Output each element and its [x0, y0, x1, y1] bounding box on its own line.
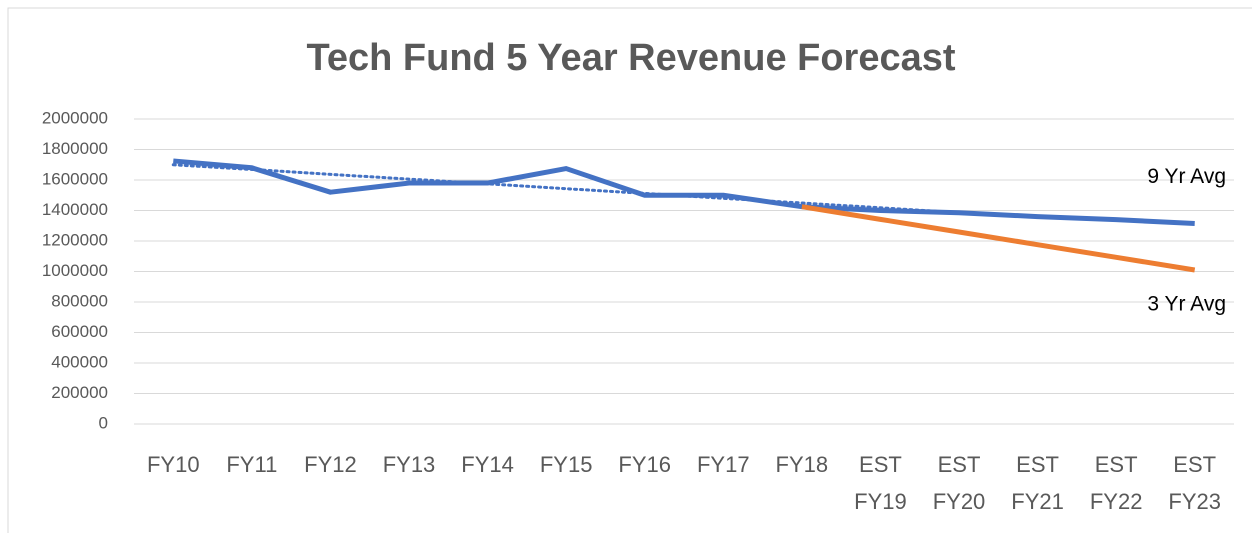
y-tick-label: 200000: [51, 383, 108, 402]
x-tick-label: EST FY19: [854, 452, 907, 514]
series-label: 9 Yr Avg: [1147, 165, 1226, 188]
x-tick-label: EST FY22: [1089, 452, 1143, 514]
x-tick-label: FY11: [226, 452, 278, 477]
y-tick-label: 400000: [51, 352, 108, 371]
x-tick-label: FY14: [461, 452, 514, 477]
series-label: 3 Yr Avg: [1147, 293, 1226, 316]
x-tick-label: EST FY21: [1011, 452, 1064, 514]
chart-border: [7, 7, 1252, 533]
x-tick-label: FY15: [539, 452, 593, 477]
x-tick-label: FY13: [382, 452, 436, 477]
chart-title: Tech Fund 5 Year Revenue Forecast: [306, 37, 955, 79]
series-line: [173, 158, 1195, 226]
x-tick-label: FY10: [146, 452, 200, 477]
x-tick-label: EST FY20: [932, 452, 986, 514]
x-tick-label: FY17: [696, 452, 750, 477]
y-tick-label: 1600000: [42, 169, 108, 188]
y-tick-label: 2000000: [42, 108, 108, 127]
trendline: [171, 163, 961, 215]
y-tick-label: 600000: [51, 322, 108, 341]
y-tick-label: 1200000: [42, 230, 108, 249]
y-tick-label: 800000: [51, 291, 108, 310]
x-tick-label: FY18: [775, 452, 829, 477]
x-tick-label: EST FY23: [1168, 452, 1221, 514]
y-tick-label: 1400000: [42, 200, 108, 219]
x-tick-label: FY16: [618, 452, 671, 477]
series-line: [801, 204, 1196, 273]
y-tick-label: 1000000: [42, 261, 108, 280]
y-tick-label: 1800000: [42, 139, 108, 158]
x-tick-label: FY12: [304, 452, 357, 477]
y-tick-label: 0: [99, 413, 108, 432]
